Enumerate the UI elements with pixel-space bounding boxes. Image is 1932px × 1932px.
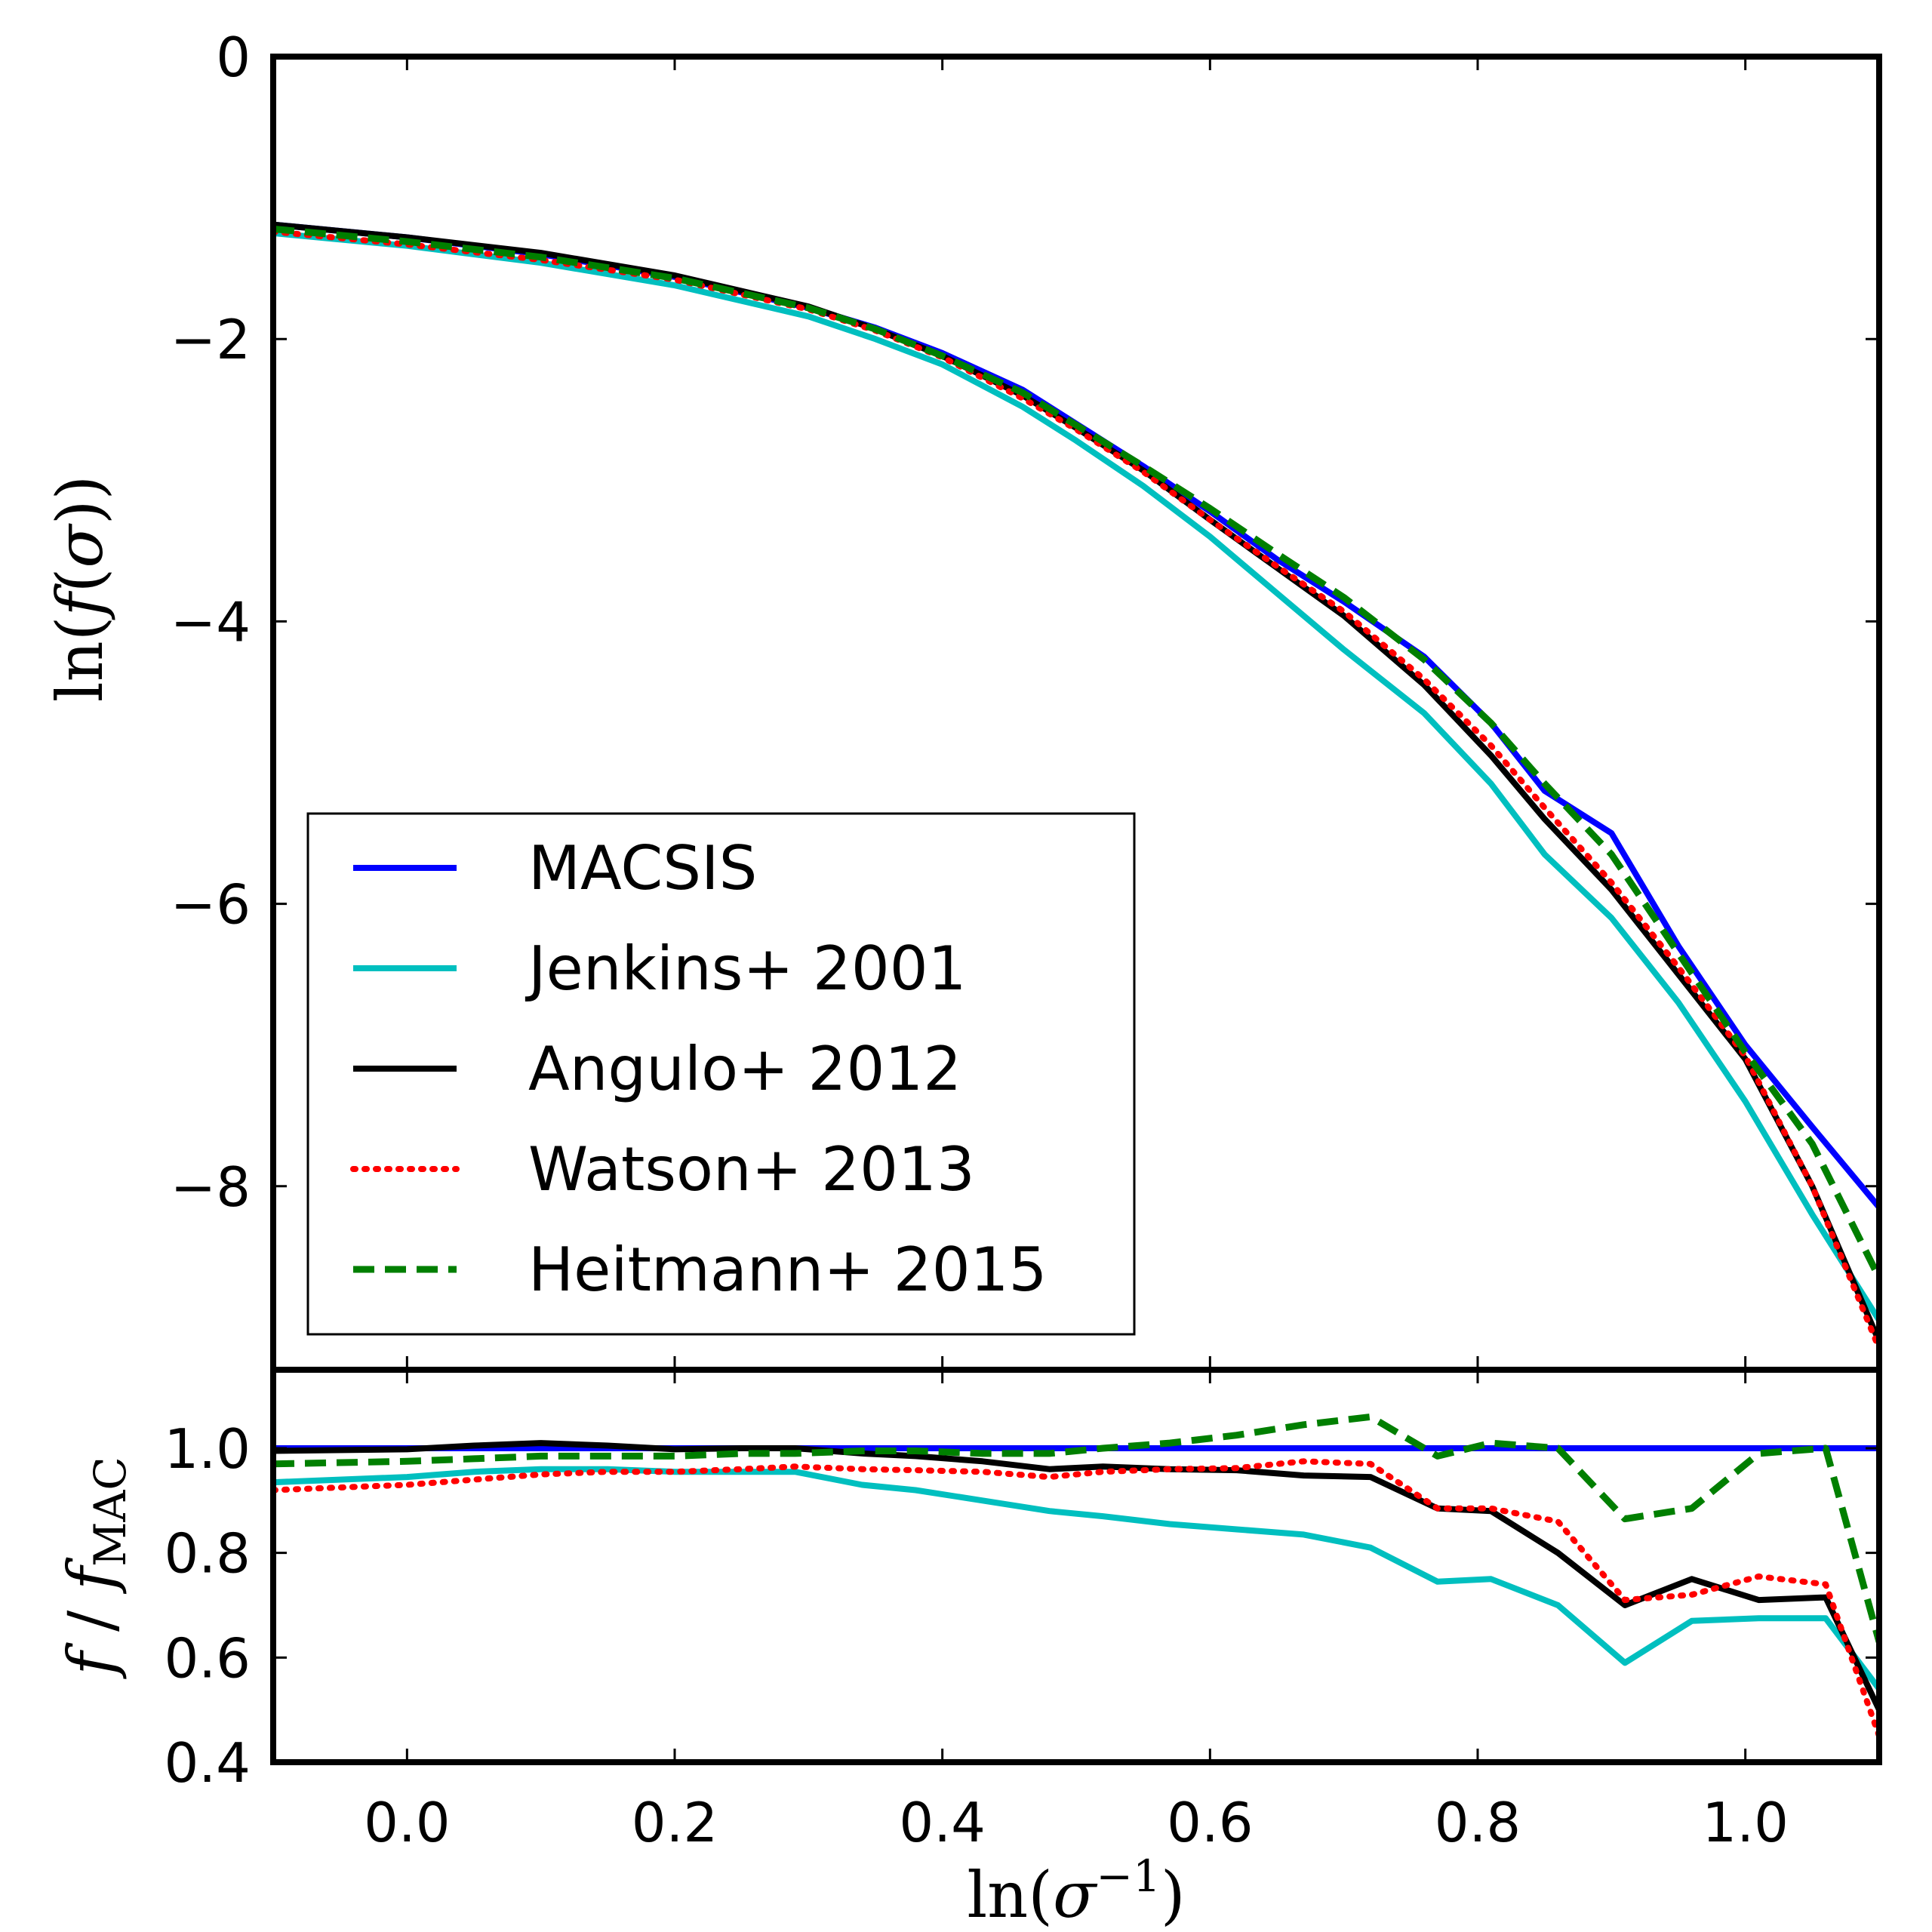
bottom-plot-frame — [270, 1367, 1882, 1765]
top-ytick-label: 0 — [216, 26, 251, 89]
top-ylabel-sigma: σ — [43, 523, 117, 568]
top-ylabel-close: )) — [43, 475, 117, 525]
top-ytick-label: −4 — [171, 590, 251, 654]
bottom-y-ticks: 0.4 0.6 0.8 1.0 — [164, 1417, 1879, 1795]
top-y-axis-label: ln(f(σ)) — [43, 475, 117, 703]
xlabel-close: ) — [1161, 1858, 1186, 1932]
bottom-ytick-label: 0.6 — [164, 1626, 251, 1690]
svg-text:ln(f(σ)): ln(f(σ)) — [43, 475, 117, 703]
top-series-jenkins-2001 — [273, 229, 1879, 1322]
top-series-heitmann-2015 — [273, 225, 1879, 1280]
bottom-xtick-label: 0.0 — [364, 1791, 451, 1854]
legend-frame — [306, 812, 1136, 1336]
x-axis-label: ln(σ−1) — [967, 1850, 1185, 1932]
bottom-ylabel-sub: MAC — [85, 1457, 136, 1567]
xlabel-sup: −1 — [1096, 1850, 1161, 1902]
svg-text:f / fMAC: f / fMAC — [54, 1457, 136, 1680]
bottom-xtick-label: 1.0 — [1702, 1791, 1789, 1854]
bottom-xtick-label: 0.8 — [1435, 1791, 1521, 1854]
bottom-series-angulo-2012 — [273, 1440, 1879, 1712]
top-panel: 0 −2 −4 −6 −8 ln(f(σ)) MACSIS Jenkins+ 2001 An… — [43, 26, 1882, 1373]
xlabel-ln: ln( — [967, 1858, 1053, 1932]
top-ytick-label: −8 — [171, 1155, 251, 1219]
legend-label-jenkins-2001: Jenkins+ 2001 — [525, 934, 967, 1004]
bottom-series-watson-2013 — [273, 1458, 1879, 1740]
bottom-ytick-label: 0.8 — [164, 1522, 251, 1586]
bottom-panel: 0.4 0.6 0.8 1.0 0.0 0.2 0.4 0.6 0.8 1.0 f / fMAC… — [54, 1367, 1882, 1932]
bottom-series-heitmann-2015 — [273, 1413, 1879, 1643]
legend-label-heitmann-2015: Heitmann+ 2015 — [528, 1235, 1047, 1305]
xlabel-sigma: σ — [1053, 1858, 1098, 1932]
bottom-ytick-label: 1.0 — [164, 1417, 251, 1481]
top-ylabel-paren: ( — [43, 568, 117, 593]
legend-label-macsis: MACSIS — [528, 833, 757, 903]
top-ytick-label: −6 — [171, 873, 251, 937]
bottom-ylabel-slash: / — [54, 1590, 128, 1652]
bottom-x-ticks: 0.0 0.2 0.4 0.6 0.8 1.0 — [364, 1370, 1789, 1854]
bottom-ytick-label: 0.4 — [164, 1731, 251, 1795]
legend: MACSIS Jenkins+ 2001 Angulo+ 2012 Watson+ 2… — [306, 812, 1136, 1336]
bottom-series-group — [273, 1413, 1879, 1740]
bottom-series-jenkins-2001 — [273, 1466, 1879, 1691]
legend-label-watson-2013: Watson+ 2013 — [528, 1134, 975, 1204]
top-ytick-label: −2 — [171, 308, 251, 371]
top-ylabel-ln: ln( — [43, 617, 117, 703]
bottom-y-axis-label: f / fMAC — [54, 1457, 136, 1680]
bottom-xtick-label: 0.2 — [632, 1791, 718, 1854]
top-series-group — [273, 221, 1879, 1352]
bottom-xtick-label: 0.4 — [899, 1791, 986, 1854]
legend-label-angulo-2012: Angulo+ 2012 — [528, 1034, 961, 1104]
bottom-xtick-label: 0.6 — [1167, 1791, 1254, 1854]
